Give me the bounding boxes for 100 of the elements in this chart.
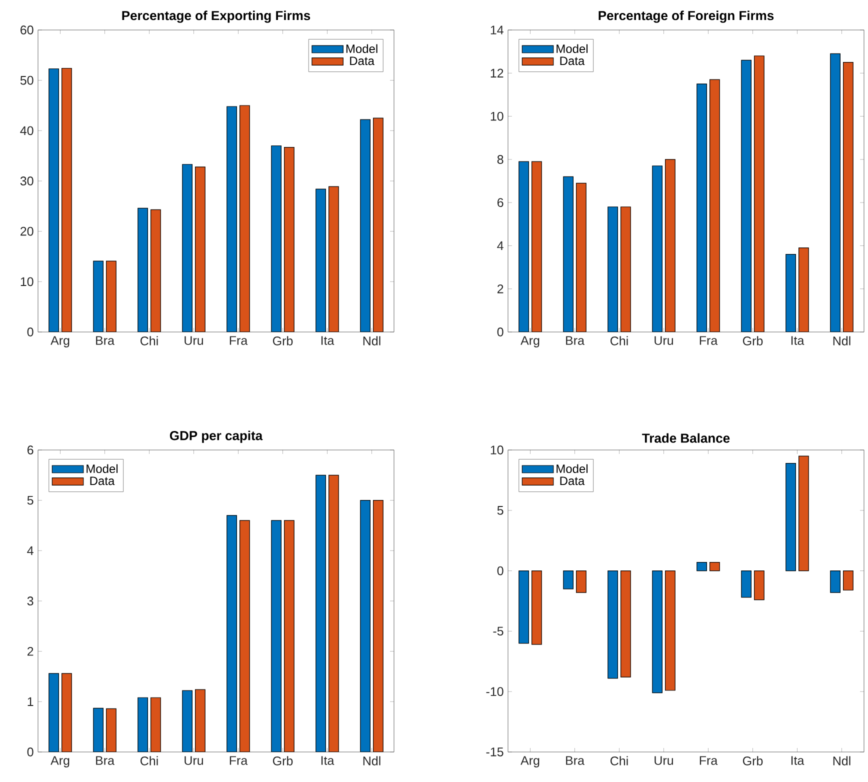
bar	[106, 260, 116, 332]
bar	[182, 164, 192, 332]
x-tick-label: Grb	[272, 756, 293, 766]
x-tick-label: Ndl	[363, 756, 380, 766]
chart-title: GDP per capita	[170, 430, 263, 443]
x-tick-label: Chi	[610, 336, 628, 346]
bar	[226, 515, 237, 752]
x-tick-label: Fra	[700, 336, 718, 345]
bar	[271, 145, 282, 332]
legend-label: Data	[90, 476, 115, 486]
bar	[710, 562, 720, 572]
bar	[563, 176, 574, 332]
bar	[843, 62, 854, 332]
y-tick-label: 0	[27, 328, 34, 336]
bar	[696, 562, 707, 572]
bar	[843, 570, 854, 590]
bar	[532, 161, 542, 332]
x-tick-label: Ndl	[833, 336, 850, 346]
y-tick-label: -10	[486, 687, 504, 696]
x-tick-label: Ndl	[833, 756, 850, 766]
x-tick-label: Arg	[50, 336, 70, 348]
y-tick-label: 12	[490, 68, 504, 78]
bar	[576, 182, 586, 332]
bar	[830, 570, 840, 593]
bar	[665, 159, 676, 332]
legend-label: Data	[560, 56, 585, 66]
bar	[696, 84, 707, 332]
y-tick-label: 5	[27, 496, 34, 505]
y-tick-label: 3	[27, 596, 34, 606]
y-tick-label: 0	[497, 328, 504, 336]
bar	[710, 79, 720, 332]
y-tick-label: 4	[27, 546, 34, 555]
y-tick-label: -5	[493, 626, 504, 636]
bar	[360, 119, 370, 332]
bar	[608, 570, 618, 679]
x-tick-label: Uru	[184, 336, 203, 345]
x-tick-label: Fra	[230, 336, 248, 345]
y-tick-label: 30	[20, 176, 34, 186]
x-tick-label: Ita	[791, 756, 804, 765]
x-tick-label: Arg	[520, 336, 540, 348]
legend-label: Data	[350, 56, 374, 66]
bar	[373, 500, 384, 752]
bar	[316, 188, 326, 332]
x-tick-label: Ndl	[363, 336, 380, 346]
y-tick-label: 10	[490, 112, 504, 121]
legend-label: Data	[560, 476, 585, 486]
y-tick-label: 20	[20, 226, 34, 236]
bar	[518, 161, 529, 332]
legend-label: Model	[556, 464, 588, 474]
bar	[652, 570, 662, 694]
bar	[328, 474, 339, 752]
bar	[195, 166, 206, 332]
chart-title: Percentage of Exporting Firms	[122, 10, 310, 23]
bar	[93, 708, 104, 752]
bar	[754, 570, 764, 600]
y-tick-label: 40	[20, 126, 34, 136]
y-tick-label: 6	[28, 446, 34, 454]
bar	[284, 520, 294, 752]
y-tick-label: 5	[497, 506, 504, 515]
x-tick-label: Bra	[96, 336, 114, 345]
x-tick-label: Grb	[742, 336, 763, 346]
y-tick-label: 4	[497, 241, 504, 250]
y-tick-label: 6	[497, 198, 504, 207]
bar	[240, 105, 250, 332]
bar	[106, 708, 116, 752]
bar	[195, 689, 206, 752]
bar	[608, 206, 618, 332]
bar	[138, 697, 148, 752]
x-tick-label: Fra	[230, 756, 248, 765]
x-tick-label: Ita	[321, 756, 334, 765]
x-tick-label: Chi	[610, 756, 628, 766]
x-tick-label: Arg	[50, 756, 70, 768]
bar	[48, 68, 59, 332]
x-tick-label: Ita	[791, 336, 804, 345]
bar	[62, 68, 72, 332]
x-tick-label: Bra	[96, 756, 114, 765]
bar	[652, 166, 662, 332]
x-tick-label: Uru	[654, 336, 673, 345]
legend-label: Model	[86, 464, 118, 474]
x-tick-label: Uru	[184, 756, 203, 765]
bar	[620, 570, 631, 678]
bar	[271, 520, 282, 752]
x-tick-label: Grb	[272, 336, 293, 346]
bar	[786, 254, 796, 332]
bar	[518, 570, 529, 644]
bar	[182, 690, 192, 752]
bar	[798, 248, 809, 332]
y-tick-label: 2	[27, 646, 34, 656]
x-tick-label: Grb	[742, 756, 763, 766]
bar	[62, 673, 72, 752]
bar	[93, 260, 104, 332]
x-tick-label: Fra	[700, 756, 718, 765]
bar	[138, 208, 148, 332]
y-tick-label: 14	[490, 26, 504, 34]
bar	[532, 570, 542, 645]
x-tick-label: Bra	[566, 336, 584, 345]
bar	[620, 206, 631, 332]
x-tick-label: Chi	[140, 336, 158, 346]
y-tick-label: 0	[497, 566, 504, 576]
bar	[226, 106, 237, 332]
